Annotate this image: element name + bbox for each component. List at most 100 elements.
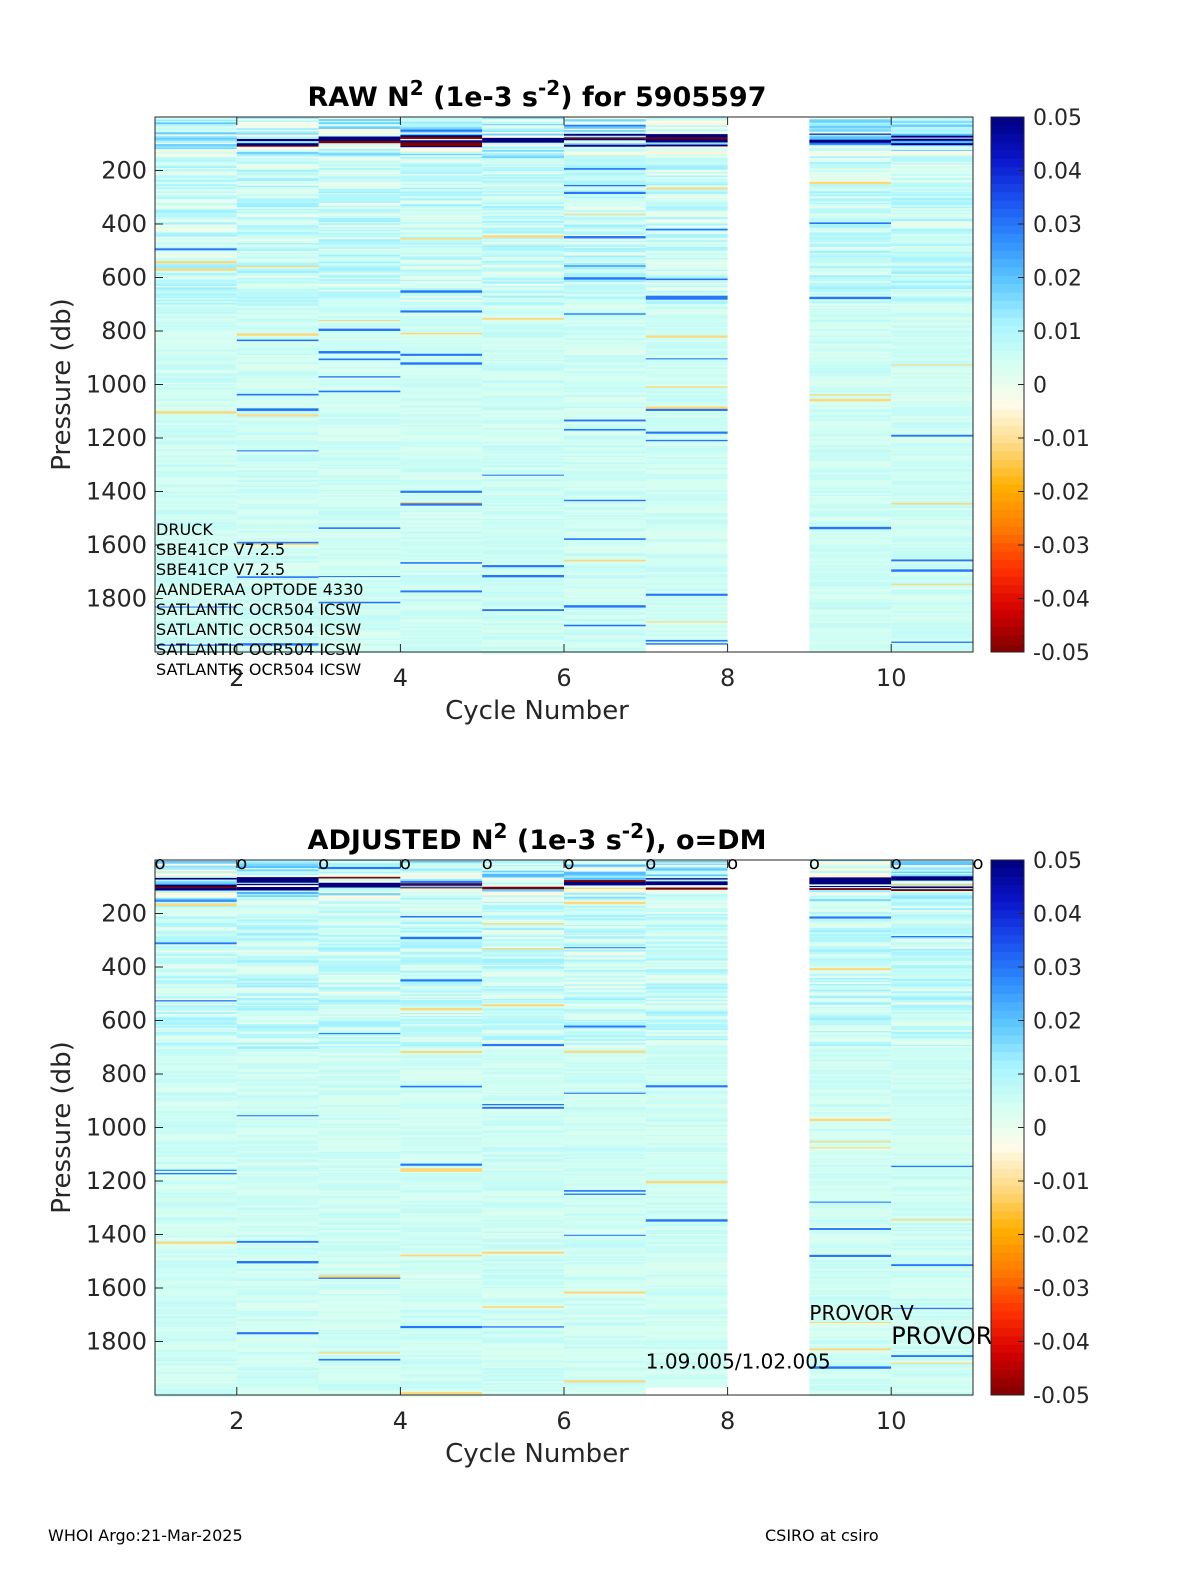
heatmap-cell: [155, 308, 237, 310]
heatmap-cell: [155, 460, 237, 462]
heatmap-cell: [155, 1209, 237, 1213]
heatmap-cell: [318, 246, 401, 250]
heatmap-cell: [400, 949, 483, 951]
heatmap-cell: [318, 1295, 401, 1298]
heatmap-cell: [891, 129, 973, 132]
heatmap-cell: [645, 284, 728, 287]
heatmap-cell: [400, 541, 483, 543]
heatmap-cell: [400, 585, 483, 588]
heatmap-cell: [564, 428, 646, 431]
heatmap-cell: [809, 617, 892, 620]
heatmap-cell: [891, 126, 973, 129]
heatmap-cell: [155, 915, 237, 918]
colorbar-segment: [991, 208, 1024, 218]
heatmap-cell: [482, 222, 564, 225]
heatmap-cell: [645, 1113, 728, 1117]
heatmap-cell: [645, 253, 728, 256]
heatmap-cell: [809, 554, 892, 558]
heatmap-cell: [318, 1120, 401, 1123]
heatmap-cell: [236, 931, 319, 934]
heatmap-cell: [891, 641, 973, 644]
heatmap-cell: [891, 275, 973, 278]
heatmap-cell: [645, 572, 728, 575]
heatmap-cell: [482, 882, 564, 885]
heatmap-cell: [400, 279, 483, 282]
heatmap-cell: [400, 579, 483, 583]
heatmap-cell: [236, 1257, 319, 1260]
heatmap-cell: [564, 1251, 646, 1254]
heatmap-cell: [236, 234, 319, 237]
heatmap-cell: [236, 1151, 319, 1153]
y-tick-label: 1000: [86, 371, 147, 399]
heatmap-cell: [318, 194, 401, 198]
heatmap-cell: [809, 631, 892, 635]
heatmap-cell: [155, 897, 237, 899]
heatmap-cell: [318, 1367, 401, 1370]
heatmap-cell: [482, 340, 564, 344]
heatmap-cell: [482, 397, 564, 400]
heatmap-cell: [891, 217, 973, 220]
heatmap-cell: [564, 188, 646, 191]
heatmap-cell: [891, 468, 973, 471]
heatmap-cell: [155, 1370, 237, 1373]
heatmap-cell: [564, 1127, 646, 1131]
heatmap-cell: [236, 1113, 319, 1116]
y-tick-label: 400: [101, 210, 147, 238]
heatmap-cell: [564, 1271, 646, 1274]
heatmap-cell: [318, 517, 401, 521]
heatmap-cell: [564, 249, 646, 253]
heatmap-cell: [155, 486, 237, 489]
heatmap-cell: [645, 1217, 728, 1220]
heatmap-cell: [891, 392, 973, 394]
heatmap-column-cycle-5: [482, 117, 564, 655]
heatmap-cell: [400, 186, 483, 189]
heatmap-cell: [482, 589, 564, 593]
heatmap-cell: [564, 1058, 646, 1061]
heatmap-cell: [318, 498, 401, 502]
heatmap-cell: [236, 1219, 319, 1222]
heatmap-cell: [155, 1178, 237, 1181]
heatmap-cell: [482, 481, 564, 483]
heatmap-cell: [400, 267, 483, 271]
heatmap-cell: [318, 1384, 401, 1387]
heatmap-cell: [318, 1145, 401, 1149]
heatmap-cell: [645, 587, 728, 590]
heatmap-cell: [236, 1071, 319, 1073]
heatmap-cell: [155, 571, 237, 575]
heatmap-cell: [400, 1292, 483, 1296]
heatmap-cell: [645, 305, 728, 308]
heatmap-cell: [155, 338, 237, 340]
heatmap-cell: [318, 295, 401, 299]
heatmap-cell: [645, 474, 728, 477]
heatmap-cell: [318, 497, 401, 500]
heatmap-cell: [236, 1004, 319, 1007]
heatmap-cell: [645, 200, 728, 203]
heatmap-cell: [155, 942, 237, 945]
heatmap-cell: [482, 949, 564, 952]
heatmap-cell: [645, 1210, 728, 1213]
heatmap-cell: [645, 873, 728, 875]
heatmap-cell: [482, 1298, 564, 1301]
heatmap-cell: [564, 1153, 646, 1157]
colorbar-segment: [991, 133, 1024, 143]
heatmap-cell: [564, 961, 646, 964]
heatmap-cell: [400, 1165, 483, 1168]
heatmap-cell: [236, 1191, 319, 1193]
heatmap-cell: [482, 117, 564, 120]
heatmap-cell: [318, 289, 401, 292]
heatmap-cell: [155, 1166, 237, 1169]
heatmap-cell: [645, 946, 728, 949]
heatmap-cell: [318, 634, 401, 636]
heatmap-cell: [564, 895, 646, 898]
heatmap-cell: [236, 999, 319, 1002]
heatmap-cell: [400, 1288, 483, 1291]
heatmap-cell: [155, 1033, 237, 1036]
heatmap-cell: [318, 461, 401, 464]
heatmap-cell: [400, 1053, 483, 1056]
heatmap-cell: [645, 573, 728, 576]
heatmap-cell: [236, 1281, 319, 1284]
heatmap-cell: [155, 630, 237, 632]
heatmap-cell: [155, 229, 237, 232]
heatmap-cell: [155, 1290, 237, 1293]
heatmap-cell: [318, 1159, 401, 1162]
